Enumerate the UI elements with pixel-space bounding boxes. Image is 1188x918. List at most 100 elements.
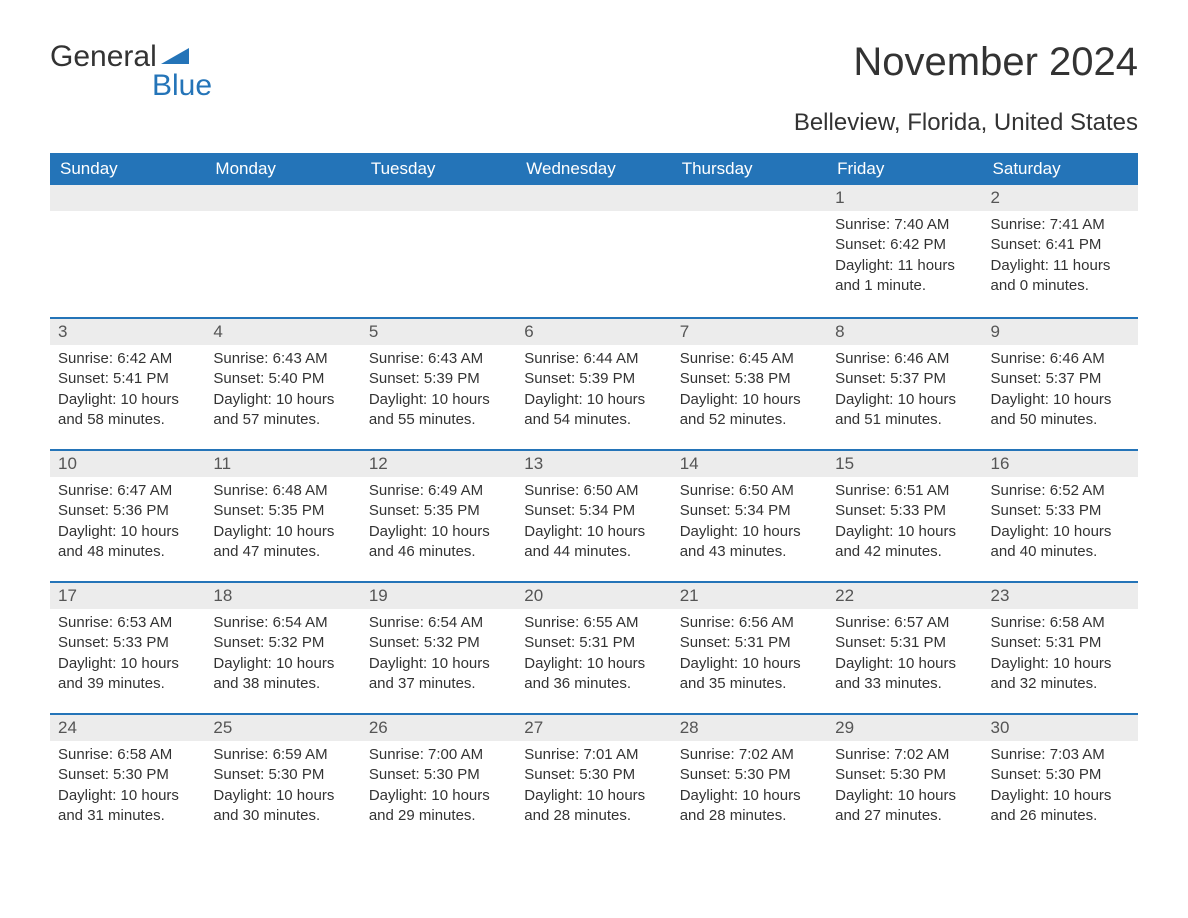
daylight-line: Daylight: 10 hours and 35 minutes. bbox=[680, 654, 819, 695]
calendar-day-cell: 19Sunrise: 6:54 AMSunset: 5:32 PMDayligh… bbox=[361, 581, 516, 713]
col-wednesday: Wednesday bbox=[516, 153, 671, 185]
day-number: 23 bbox=[983, 581, 1138, 609]
daylight-line: Daylight: 10 hours and 46 minutes. bbox=[369, 522, 508, 563]
day-details: Sunrise: 7:02 AMSunset: 5:30 PMDaylight:… bbox=[672, 741, 827, 834]
sunset-line: Sunset: 5:37 PM bbox=[835, 369, 974, 389]
sunrise-line: Sunrise: 6:46 AM bbox=[991, 349, 1130, 369]
sunset-line: Sunset: 5:31 PM bbox=[991, 633, 1130, 653]
day-number: 5 bbox=[361, 317, 516, 345]
sunrise-line: Sunrise: 6:55 AM bbox=[524, 613, 663, 633]
day-number: 26 bbox=[361, 713, 516, 741]
day-details: Sunrise: 6:58 AMSunset: 5:31 PMDaylight:… bbox=[983, 609, 1138, 702]
day-details: Sunrise: 6:54 AMSunset: 5:32 PMDaylight:… bbox=[205, 609, 360, 702]
col-thursday: Thursday bbox=[672, 153, 827, 185]
col-tuesday: Tuesday bbox=[361, 153, 516, 185]
day-number: 16 bbox=[983, 449, 1138, 477]
daylight-line: Daylight: 10 hours and 37 minutes. bbox=[369, 654, 508, 695]
calendar-day-cell: 11Sunrise: 6:48 AMSunset: 5:35 PMDayligh… bbox=[205, 449, 360, 581]
sunset-line: Sunset: 6:41 PM bbox=[991, 235, 1130, 255]
calendar-day-cell: 2Sunrise: 7:41 AMSunset: 6:41 PMDaylight… bbox=[983, 185, 1138, 317]
calendar-day-cell: 16Sunrise: 6:52 AMSunset: 5:33 PMDayligh… bbox=[983, 449, 1138, 581]
daylight-line: Daylight: 10 hours and 51 minutes. bbox=[835, 390, 974, 431]
daylight-line: Daylight: 10 hours and 54 minutes. bbox=[524, 390, 663, 431]
day-details: Sunrise: 6:48 AMSunset: 5:35 PMDaylight:… bbox=[205, 477, 360, 570]
daylight-line: Daylight: 10 hours and 47 minutes. bbox=[213, 522, 352, 563]
day-number: 1 bbox=[827, 185, 982, 211]
day-number: 10 bbox=[50, 449, 205, 477]
day-details: Sunrise: 6:50 AMSunset: 5:34 PMDaylight:… bbox=[672, 477, 827, 570]
daylight-line: Daylight: 10 hours and 48 minutes. bbox=[58, 522, 197, 563]
daylight-line: Daylight: 10 hours and 55 minutes. bbox=[369, 390, 508, 431]
sunset-line: Sunset: 5:35 PM bbox=[369, 501, 508, 521]
day-details: Sunrise: 6:57 AMSunset: 5:31 PMDaylight:… bbox=[827, 609, 982, 702]
calendar-day-cell: 26Sunrise: 7:00 AMSunset: 5:30 PMDayligh… bbox=[361, 713, 516, 845]
day-number: 18 bbox=[205, 581, 360, 609]
calendar-day-cell: 9Sunrise: 6:46 AMSunset: 5:37 PMDaylight… bbox=[983, 317, 1138, 449]
daylight-line: Daylight: 10 hours and 57 minutes. bbox=[213, 390, 352, 431]
day-details: Sunrise: 7:40 AMSunset: 6:42 PMDaylight:… bbox=[827, 211, 982, 304]
sunrise-line: Sunrise: 6:44 AM bbox=[524, 349, 663, 369]
daylight-line: Daylight: 10 hours and 26 minutes. bbox=[991, 786, 1130, 827]
day-number-empty bbox=[50, 185, 205, 211]
sunrise-line: Sunrise: 6:43 AM bbox=[369, 349, 508, 369]
sunrise-line: Sunrise: 6:58 AM bbox=[58, 745, 197, 765]
sunrise-line: Sunrise: 6:54 AM bbox=[369, 613, 508, 633]
sunset-line: Sunset: 5:36 PM bbox=[58, 501, 197, 521]
daylight-line: Daylight: 10 hours and 27 minutes. bbox=[835, 786, 974, 827]
day-number: 17 bbox=[50, 581, 205, 609]
day-details: Sunrise: 6:59 AMSunset: 5:30 PMDaylight:… bbox=[205, 741, 360, 834]
daylight-line: Daylight: 10 hours and 52 minutes. bbox=[680, 390, 819, 431]
day-details: Sunrise: 7:41 AMSunset: 6:41 PMDaylight:… bbox=[983, 211, 1138, 304]
sunset-line: Sunset: 6:42 PM bbox=[835, 235, 974, 255]
day-details: Sunrise: 6:53 AMSunset: 5:33 PMDaylight:… bbox=[50, 609, 205, 702]
sunset-line: Sunset: 5:39 PM bbox=[524, 369, 663, 389]
sunset-line: Sunset: 5:40 PM bbox=[213, 369, 352, 389]
day-number-empty bbox=[205, 185, 360, 211]
day-number: 19 bbox=[361, 581, 516, 609]
day-number-empty bbox=[361, 185, 516, 211]
calendar-day-cell: 5Sunrise: 6:43 AMSunset: 5:39 PMDaylight… bbox=[361, 317, 516, 449]
day-number: 20 bbox=[516, 581, 671, 609]
calendar-day-cell: 29Sunrise: 7:02 AMSunset: 5:30 PMDayligh… bbox=[827, 713, 982, 845]
day-number: 25 bbox=[205, 713, 360, 741]
sunset-line: Sunset: 5:30 PM bbox=[369, 765, 508, 785]
sunrise-line: Sunrise: 6:53 AM bbox=[58, 613, 197, 633]
day-number: 8 bbox=[827, 317, 982, 345]
calendar-day-cell: 28Sunrise: 7:02 AMSunset: 5:30 PMDayligh… bbox=[672, 713, 827, 845]
day-number: 24 bbox=[50, 713, 205, 741]
calendar-day-cell bbox=[361, 185, 516, 317]
calendar-day-cell bbox=[516, 185, 671, 317]
calendar-day-cell: 4Sunrise: 6:43 AMSunset: 5:40 PMDaylight… bbox=[205, 317, 360, 449]
day-details: Sunrise: 6:50 AMSunset: 5:34 PMDaylight:… bbox=[516, 477, 671, 570]
sunrise-line: Sunrise: 6:57 AM bbox=[835, 613, 974, 633]
calendar-day-cell: 6Sunrise: 6:44 AMSunset: 5:39 PMDaylight… bbox=[516, 317, 671, 449]
sunset-line: Sunset: 5:41 PM bbox=[58, 369, 197, 389]
sunrise-line: Sunrise: 7:40 AM bbox=[835, 215, 974, 235]
day-number: 11 bbox=[205, 449, 360, 477]
sunset-line: Sunset: 5:30 PM bbox=[58, 765, 197, 785]
day-number: 14 bbox=[672, 449, 827, 477]
day-number: 21 bbox=[672, 581, 827, 609]
day-details: Sunrise: 7:00 AMSunset: 5:30 PMDaylight:… bbox=[361, 741, 516, 834]
day-number: 13 bbox=[516, 449, 671, 477]
day-number: 3 bbox=[50, 317, 205, 345]
sunrise-line: Sunrise: 6:52 AM bbox=[991, 481, 1130, 501]
sunrise-line: Sunrise: 7:01 AM bbox=[524, 745, 663, 765]
sunset-line: Sunset: 5:35 PM bbox=[213, 501, 352, 521]
sunrise-line: Sunrise: 7:02 AM bbox=[835, 745, 974, 765]
calendar-day-cell: 12Sunrise: 6:49 AMSunset: 5:35 PMDayligh… bbox=[361, 449, 516, 581]
sunrise-line: Sunrise: 6:47 AM bbox=[58, 481, 197, 501]
calendar-day-cell: 8Sunrise: 6:46 AMSunset: 5:37 PMDaylight… bbox=[827, 317, 982, 449]
sunset-line: Sunset: 5:31 PM bbox=[680, 633, 819, 653]
day-details: Sunrise: 6:44 AMSunset: 5:39 PMDaylight:… bbox=[516, 345, 671, 438]
sunset-line: Sunset: 5:34 PM bbox=[524, 501, 663, 521]
calendar-week-row: 1Sunrise: 7:40 AMSunset: 6:42 PMDaylight… bbox=[50, 185, 1138, 317]
calendar-table: Sunday Monday Tuesday Wednesday Thursday… bbox=[50, 153, 1138, 845]
daylight-line: Daylight: 10 hours and 39 minutes. bbox=[58, 654, 197, 695]
calendar-day-cell: 18Sunrise: 6:54 AMSunset: 5:32 PMDayligh… bbox=[205, 581, 360, 713]
day-details: Sunrise: 7:01 AMSunset: 5:30 PMDaylight:… bbox=[516, 741, 671, 834]
calendar-day-cell bbox=[205, 185, 360, 317]
sunrise-line: Sunrise: 6:48 AM bbox=[213, 481, 352, 501]
day-number: 27 bbox=[516, 713, 671, 741]
day-number-empty bbox=[672, 185, 827, 211]
